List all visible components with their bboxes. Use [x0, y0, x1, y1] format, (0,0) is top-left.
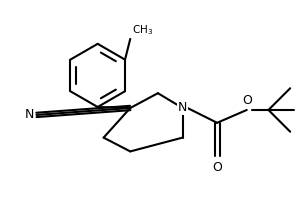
- Text: O: O: [212, 161, 222, 174]
- Text: N: N: [178, 102, 187, 114]
- Text: N: N: [25, 108, 34, 121]
- Text: O: O: [242, 94, 252, 107]
- Text: CH$_3$: CH$_3$: [132, 23, 153, 37]
